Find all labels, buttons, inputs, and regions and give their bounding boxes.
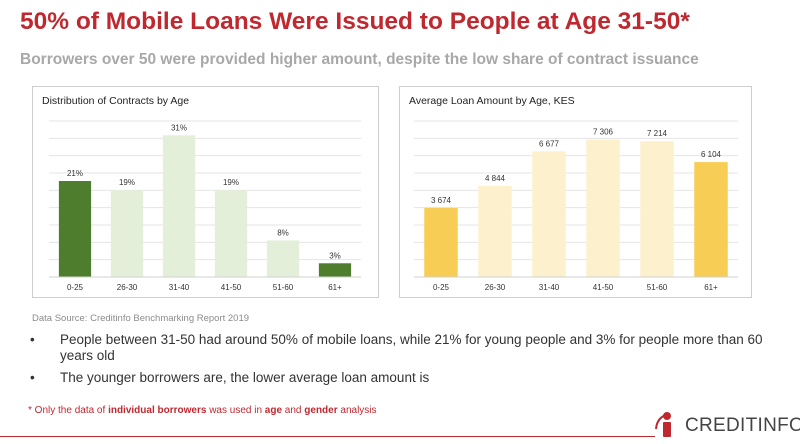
data-label: 19% (223, 178, 239, 187)
bar (110, 190, 144, 277)
footnote-text: * Only the data of (28, 405, 109, 416)
tick-label: 26-30 (485, 283, 506, 292)
bar (532, 151, 566, 277)
bullet-marker: • (30, 332, 35, 347)
bullet-item: • The younger borrowers are, the lower a… (30, 370, 770, 386)
tick-label: 0-25 (433, 283, 450, 292)
data-label: 3% (329, 251, 341, 260)
footnote-bold: individual borrowers (108, 405, 207, 416)
tick-label: 41-50 (593, 283, 614, 292)
data-label: 31% (171, 123, 187, 132)
data-label: 21% (67, 169, 83, 178)
tick-label: 61+ (328, 283, 342, 292)
data-source: Data Source: Creditinfo Benchmarking Rep… (32, 313, 250, 324)
bar (266, 240, 300, 277)
bar (58, 181, 92, 277)
bar (586, 139, 620, 277)
tick-label: 31-40 (169, 283, 190, 292)
data-label: 6 677 (539, 139, 560, 148)
bar (694, 162, 728, 277)
tick-label: 31-40 (539, 283, 560, 292)
footnote-bold: age (264, 405, 283, 416)
bullet-marker: • (30, 370, 35, 385)
bullet-list: • People between 31-50 had around 50% of… (30, 332, 770, 392)
data-label: 7 214 (647, 129, 668, 138)
data-label: 19% (119, 178, 135, 187)
bar (214, 190, 248, 277)
tick-label: 51-60 (273, 283, 294, 292)
contracts-chart-panel: Distribution of Contracts by Age 21% 0-25… (32, 86, 379, 298)
tick-label: 41-50 (221, 283, 242, 292)
contracts-chart: 21% 0-25 19% 26-30 31% 31-40 19% 41-50 8% 51-60 3%… (49, 120, 361, 292)
tick-label: 51-60 (647, 283, 668, 292)
bullet-item: • People between 31-50 had around 50% of… (30, 332, 770, 364)
logo-text: CREDITINFO (685, 415, 800, 436)
data-label: 7 306 (593, 127, 614, 136)
data-label: 3 674 (431, 196, 452, 205)
tick-label: 0-25 (67, 283, 84, 292)
creditinfo-logo: CREDITINFO (652, 410, 800, 440)
footnote-text: analysis (337, 405, 377, 416)
tick-label: 26-30 (117, 283, 138, 292)
footnote-text: and (282, 405, 305, 416)
loan-amount-chart: 3 674 0-25 4 844 26-30 6 677 31-40 7 306 41-50 7… (414, 120, 738, 292)
bar (162, 135, 196, 277)
loan-amount-chart-title: Average Loan Amount by Age, KES (409, 95, 575, 107)
bar (318, 263, 352, 277)
page-title: 50% of Mobile Loans Were Issued to Peopl… (20, 8, 690, 35)
footer-divider (0, 436, 655, 437)
page-subtitle: Borrowers over 50 were provided higher a… (20, 51, 699, 68)
loan-amount-chart-panel: Average Loan Amount by Age, KES 3 674 0-2… (399, 86, 752, 298)
tick-label: 61+ (704, 283, 718, 292)
bar (640, 141, 674, 277)
creditinfo-i-logo-icon (655, 412, 671, 437)
bullet-text: People between 31-50 had around 50% of m… (60, 332, 763, 363)
data-label: 4 844 (485, 174, 506, 183)
data-label: 6 104 (701, 150, 722, 159)
footnote-bold: gender (304, 405, 338, 416)
contracts-chart-title: Distribution of Contracts by Age (42, 95, 190, 107)
bar (478, 185, 512, 277)
footnote: * Only the data of individual borrowers … (28, 405, 377, 416)
data-label: 8% (277, 228, 289, 237)
bullet-text: The younger borrowers are, the lower ave… (60, 370, 430, 385)
footnote-text: was used in (206, 405, 265, 416)
bar (424, 207, 458, 277)
